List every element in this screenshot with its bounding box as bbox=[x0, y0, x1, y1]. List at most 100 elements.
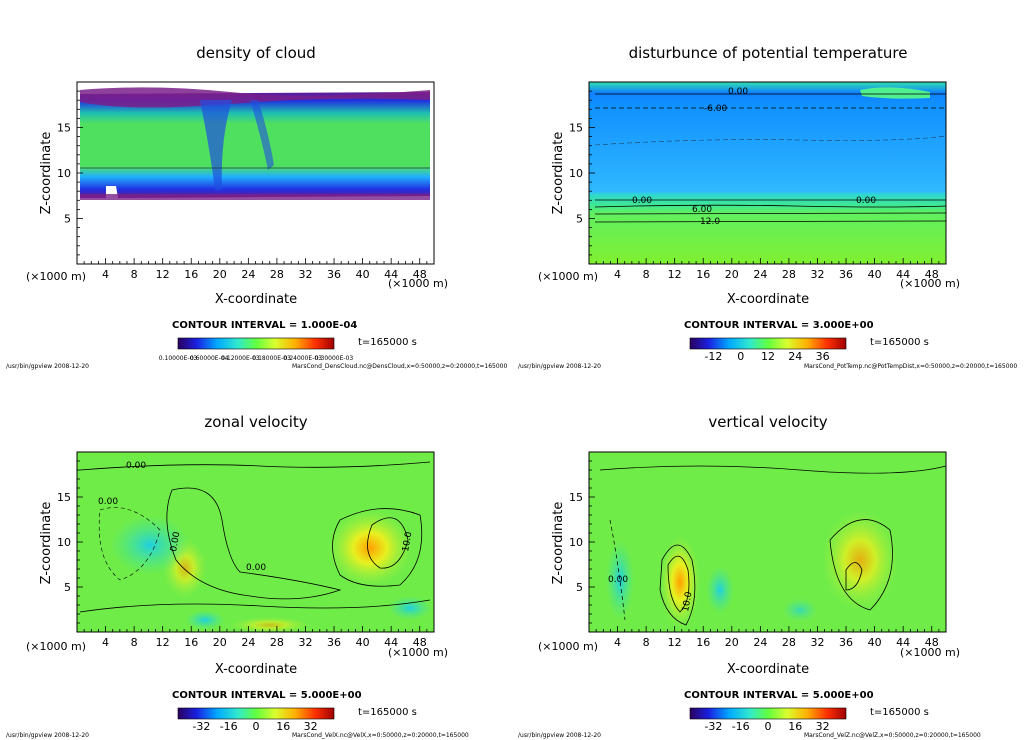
wind-core-negative bbox=[185, 610, 225, 630]
contour-line bbox=[594, 212, 947, 215]
x-tick-label: 4 bbox=[102, 268, 109, 281]
x-tick-label: 8 bbox=[131, 268, 138, 281]
x-tick-label: 36 bbox=[327, 636, 341, 649]
panel-potential-temperature: disturbunce of potential temperature 0.0… bbox=[518, 44, 1017, 370]
wind-core-negative bbox=[388, 596, 432, 620]
contour-line bbox=[79, 461, 431, 471]
y-tick-label: 5 bbox=[64, 213, 71, 226]
colorbar-label: -16 bbox=[732, 720, 750, 733]
colorbar-label: -32 bbox=[704, 720, 722, 733]
x-tick-label: 36 bbox=[839, 636, 853, 649]
colorbar-label: 0.30000E-03 bbox=[315, 355, 354, 362]
colorbar bbox=[689, 337, 847, 350]
contour-interval: CONTOUR INTERVAL = 1.000E-04 bbox=[172, 320, 357, 331]
y-tick-label: 10 bbox=[569, 167, 583, 180]
footer-right: MarsCond_VelZ.nc@VelZ,x=0:50000,z=0:2000… bbox=[804, 732, 981, 739]
contour-label: 0.00 bbox=[98, 497, 118, 507]
contour-label: 10.0 bbox=[401, 531, 414, 553]
x-tick-label: 44 bbox=[384, 268, 398, 281]
y-axis-label: Z-coordinate bbox=[551, 502, 566, 585]
colorbar-label: -12 bbox=[704, 350, 722, 363]
y-tick-label: 15 bbox=[57, 122, 71, 135]
x-tick-label: 20 bbox=[725, 636, 739, 649]
y-tick-label: 10 bbox=[57, 536, 71, 549]
contour-label: 0.00 bbox=[608, 575, 628, 585]
x-tick-label: 48 bbox=[925, 268, 939, 281]
x-tick-label: 48 bbox=[925, 636, 939, 649]
chart-title: disturbunce of potential temperature bbox=[629, 44, 908, 62]
chart-title: vertical velocity bbox=[708, 413, 827, 431]
x-tick-label: 4 bbox=[614, 636, 621, 649]
updraft-core bbox=[660, 536, 700, 628]
contour-interval: CONTOUR INTERVAL = 3.000E+00 bbox=[684, 320, 874, 331]
colorbar-label: 32 bbox=[304, 720, 318, 733]
x-tick-label: 8 bbox=[643, 268, 650, 281]
x-tick-label: 40 bbox=[356, 268, 370, 281]
x-tick-label: 32 bbox=[810, 268, 824, 281]
downdraft-core bbox=[782, 598, 818, 622]
time-label: t=165000 s bbox=[870, 337, 929, 348]
colorbar bbox=[177, 707, 335, 720]
y-tick-label: 5 bbox=[64, 581, 71, 594]
x-tick-label: 20 bbox=[725, 268, 739, 281]
colorbar-label: 0 bbox=[253, 720, 260, 733]
contour-line bbox=[659, 544, 696, 626]
downdraft-core bbox=[706, 566, 734, 614]
colorbar bbox=[689, 707, 847, 720]
axes-ticks: 4 8 12 16 20 24 28 32 36 40 44 48510150.10000E-030.… bbox=[57, 81, 435, 362]
footer-right: MarsCond_DensCloud.nc@DensCloud,x=0:5000… bbox=[292, 363, 507, 370]
x-unit-label: (×1000 m) bbox=[26, 270, 86, 283]
x-tick-label: 24 bbox=[241, 268, 255, 281]
chart-title: zonal velocity bbox=[204, 413, 307, 431]
contour-interval: CONTOUR INTERVAL = 5.000E+00 bbox=[172, 690, 362, 701]
x-unit-label-right: (×1000 m) bbox=[388, 277, 448, 290]
x-tick-label: 28 bbox=[782, 636, 796, 649]
contour-label: 0.00 bbox=[246, 563, 266, 573]
y-tick-label: 5 bbox=[576, 581, 583, 594]
cloud-bottom-edge bbox=[80, 194, 430, 200]
contour-line bbox=[667, 555, 690, 613]
x-tick-label: 32 bbox=[298, 636, 312, 649]
x-tick-label: 24 bbox=[241, 636, 255, 649]
colorbar-label: 16 bbox=[276, 720, 290, 733]
x-axis-label: X-coordinate bbox=[215, 662, 297, 677]
x-tick-label: 40 bbox=[356, 636, 370, 649]
contour-line bbox=[79, 599, 431, 613]
x-tick-label: 12 bbox=[668, 636, 682, 649]
x-tick-label: 12 bbox=[156, 636, 170, 649]
colorbar-label: -32 bbox=[192, 720, 210, 733]
x-tick-label: 16 bbox=[696, 636, 710, 649]
footer-left: /usr/bin/gpview 2008-12-20 bbox=[6, 732, 89, 739]
x-axis-label: X-coordinate bbox=[727, 662, 809, 677]
panel-vertical-velocity: vertical velocity 0.00 10.0 (×1000 m) (×… bbox=[518, 413, 981, 739]
time-label: t=165000 s bbox=[870, 707, 929, 718]
contour-line bbox=[367, 517, 409, 569]
x-tick-label: 36 bbox=[839, 268, 853, 281]
time-label: t=165000 s bbox=[358, 707, 417, 718]
contour-label: 0.00 bbox=[728, 87, 748, 97]
wind-core bbox=[328, 510, 412, 586]
colorbar-label: 0 bbox=[737, 350, 744, 363]
x-tick-label: 12 bbox=[668, 268, 682, 281]
x-tick-label: 44 bbox=[896, 268, 910, 281]
x-tick-label: 44 bbox=[896, 636, 910, 649]
panel-zonal-velocity: zonal velocity 0.00 0.00 0.00 0.00 10.0 … bbox=[6, 413, 469, 739]
footer-left: /usr/bin/gpview 2008-12-20 bbox=[6, 363, 89, 370]
x-tick-label: 32 bbox=[810, 636, 824, 649]
footer-right: MarsCond_VelX.nc@VelX,x=0:50000,z=0:2000… bbox=[292, 732, 469, 739]
contour-line bbox=[594, 204, 947, 208]
y-tick-label: 5 bbox=[576, 213, 583, 226]
x-tick-label: 48 bbox=[413, 636, 427, 649]
contour-label: 12.0 bbox=[700, 217, 720, 227]
x-tick-label: 28 bbox=[270, 268, 284, 281]
contour-label: 0.00 bbox=[169, 531, 182, 553]
contour-label: 6.00 bbox=[692, 205, 712, 215]
colorbar-label: 36 bbox=[816, 350, 830, 363]
contour-label: 0.00 bbox=[856, 196, 876, 206]
x-tick-label: 12 bbox=[156, 268, 170, 281]
x-unit-label: (×1000 m) bbox=[538, 270, 598, 283]
cloud-top-edge bbox=[80, 87, 430, 108]
